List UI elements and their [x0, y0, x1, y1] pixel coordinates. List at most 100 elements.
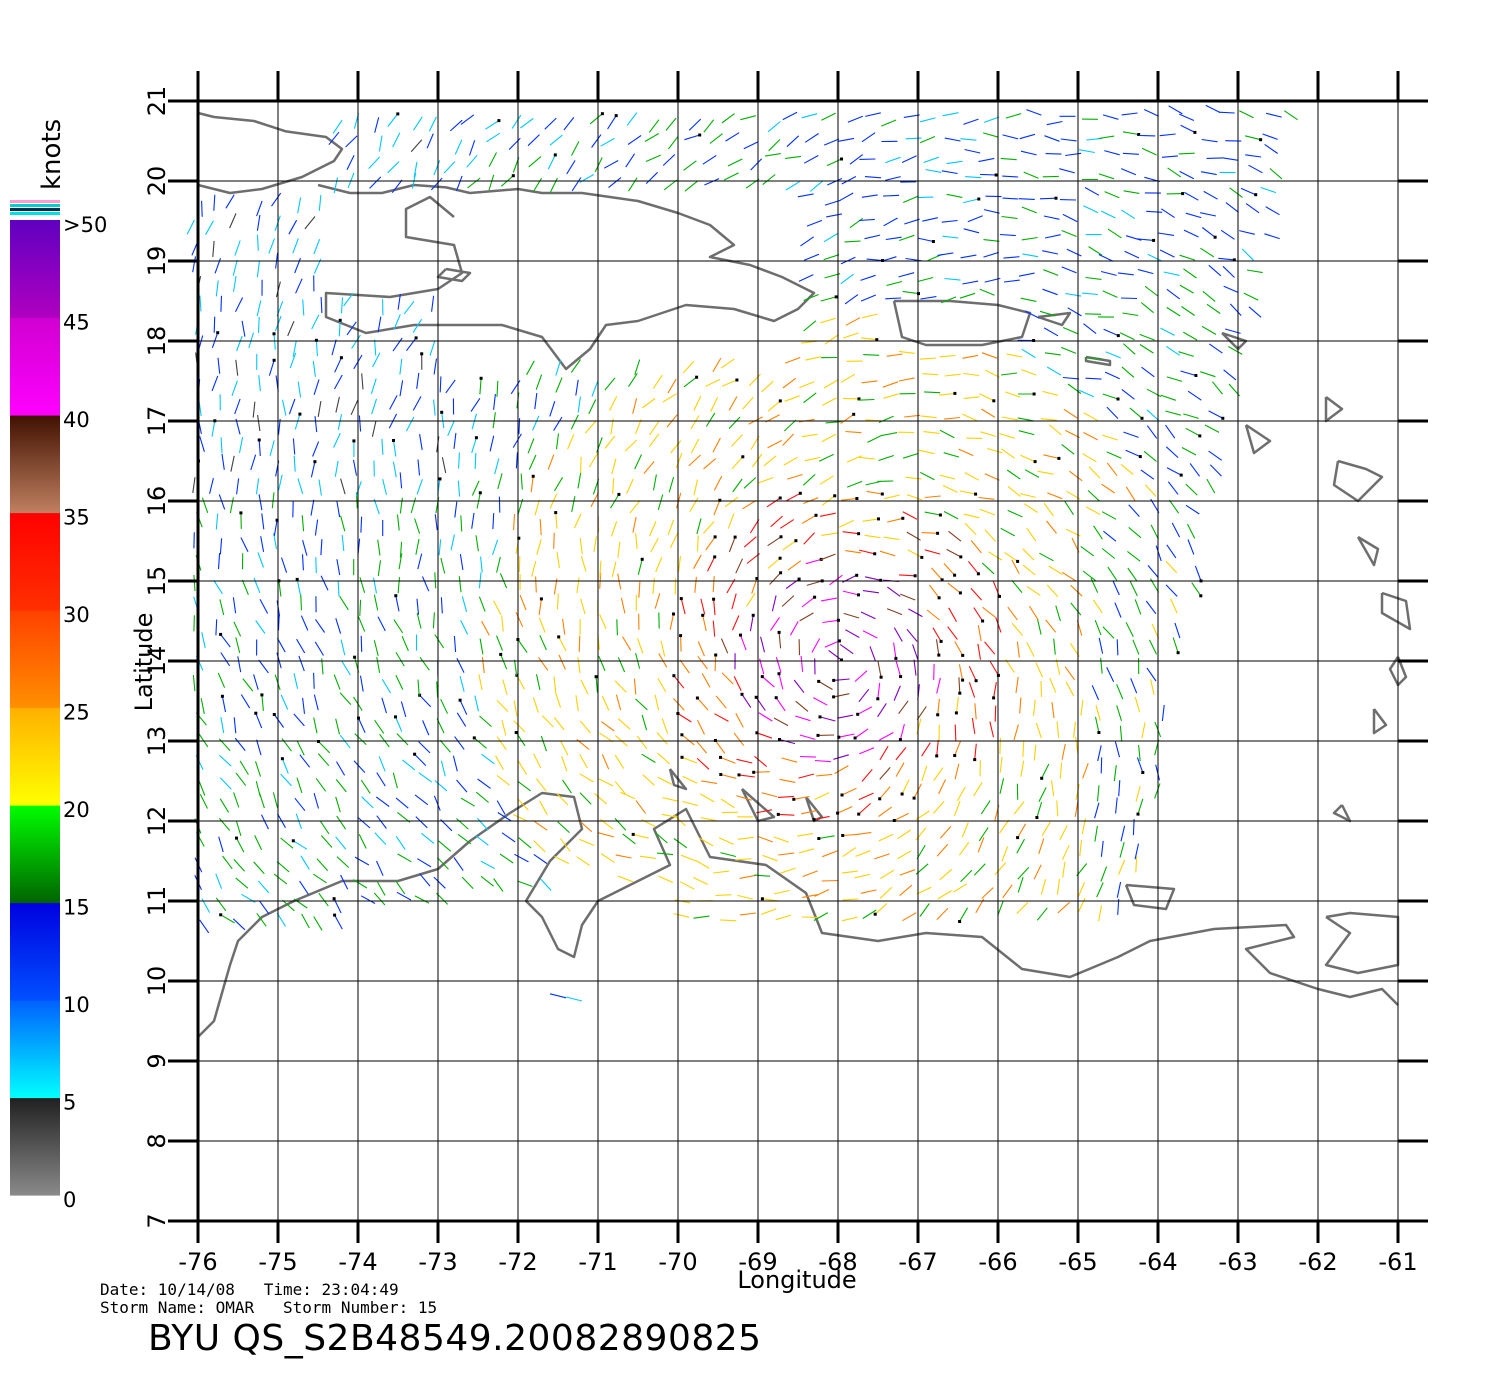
wind-vector	[763, 455, 777, 467]
wind-vector	[454, 139, 463, 155]
wind-vector	[1187, 523, 1196, 539]
wind-vector	[767, 121, 781, 133]
wind-vector	[703, 119, 715, 133]
rain-flag-marker	[539, 597, 543, 601]
wind-vector	[799, 755, 816, 758]
wind-vector	[492, 513, 495, 530]
wind-vector	[600, 853, 615, 863]
wind-vector	[778, 673, 784, 690]
wind-vector	[1006, 353, 1023, 358]
wind-vector	[881, 432, 898, 437]
wind-vector	[658, 653, 668, 668]
wind-vector	[617, 875, 634, 883]
wind-vector	[820, 317, 836, 324]
wind-vector	[862, 909, 877, 919]
rain-flag-marker	[672, 674, 676, 678]
wind-vector	[337, 580, 340, 597]
wind-vector	[256, 234, 259, 251]
wind-vector	[440, 597, 443, 614]
rain-flag-marker	[878, 797, 882, 801]
wind-vector	[471, 512, 475, 529]
wind-vector	[1022, 253, 1039, 258]
wind-vector	[905, 137, 922, 140]
wind-vector	[1059, 168, 1075, 174]
wind-vector	[513, 513, 516, 531]
wind-vector	[1225, 202, 1239, 213]
wind-vector	[415, 538, 420, 555]
wind-vector	[1185, 212, 1202, 219]
rain-flag-marker	[614, 114, 618, 118]
wind-vector	[1166, 288, 1181, 300]
wind-vector	[1223, 285, 1239, 294]
rain-flag-marker	[931, 240, 935, 243]
wind-vector	[1039, 552, 1054, 562]
wind-vector	[341, 534, 345, 552]
wind-vector	[235, 297, 244, 313]
wind-vector	[316, 858, 329, 872]
wind-vector	[395, 674, 404, 690]
wind-vector	[786, 135, 800, 148]
wind-vector	[299, 754, 311, 768]
wind-vector	[634, 418, 642, 435]
wind-vector	[1243, 292, 1259, 301]
wind-vector	[778, 852, 795, 856]
wind-vector	[576, 577, 580, 594]
wind-vector	[1181, 306, 1196, 316]
wind-vector	[215, 280, 219, 297]
rain-flag-marker	[235, 836, 238, 840]
colorbar-band	[10, 610, 60, 709]
wind-vector	[1265, 112, 1282, 118]
wind-vector	[1146, 388, 1162, 398]
wind-vector	[1183, 413, 1199, 419]
wind-vector	[1079, 839, 1083, 856]
wind-vector	[496, 736, 507, 751]
wind-vector	[899, 723, 905, 740]
rain-flag-marker	[974, 679, 978, 683]
wind-vector	[925, 168, 942, 173]
wind-vector	[373, 892, 386, 906]
wind-vector	[905, 476, 922, 480]
wind-vector	[414, 895, 430, 904]
wind-vector	[985, 369, 1000, 378]
rain-flag-marker	[857, 397, 861, 401]
wind-vector	[410, 139, 423, 153]
wind-vector	[962, 354, 979, 359]
wind-vector	[861, 768, 873, 782]
wind-vector	[500, 654, 508, 670]
wind-vector	[720, 756, 736, 764]
wind-vector	[213, 580, 223, 595]
wind-vector	[1020, 297, 1037, 302]
rain-flag-marker	[879, 675, 883, 679]
wind-vector	[795, 715, 811, 722]
wind-vector	[866, 490, 883, 495]
wind-vector	[513, 814, 529, 822]
wind-vector	[622, 636, 632, 651]
wind-vector	[497, 473, 503, 490]
latitude-tick-label: 8	[143, 1133, 171, 1148]
wind-vector	[698, 837, 714, 847]
rain-flag-marker	[1199, 594, 1203, 598]
wind-vector	[842, 847, 857, 858]
wind-vector	[520, 118, 534, 129]
wind-vector	[296, 740, 305, 756]
rain-flag-marker	[797, 577, 801, 581]
wind-vector	[549, 134, 563, 146]
rain-flag-marker	[936, 531, 940, 535]
colorbar-overflow-stripe	[10, 204, 60, 207]
wind-vector	[902, 912, 917, 922]
wind-vector	[300, 855, 310, 870]
wind-vector	[860, 611, 876, 620]
wind-vector	[737, 836, 754, 840]
rain-flag-marker	[517, 536, 521, 540]
wind-vector	[302, 299, 305, 316]
wind-vector	[556, 552, 560, 569]
wind-vector	[318, 741, 331, 754]
wind-vector	[1160, 394, 1176, 401]
rain-flag-marker	[840, 793, 844, 797]
wind-vector	[1078, 149, 1095, 154]
wind-vector	[893, 685, 901, 701]
wind-vector	[761, 792, 778, 798]
rain-flag-marker	[837, 639, 841, 643]
wind-vector	[233, 859, 246, 872]
rain-flag-marker	[1016, 559, 1020, 563]
